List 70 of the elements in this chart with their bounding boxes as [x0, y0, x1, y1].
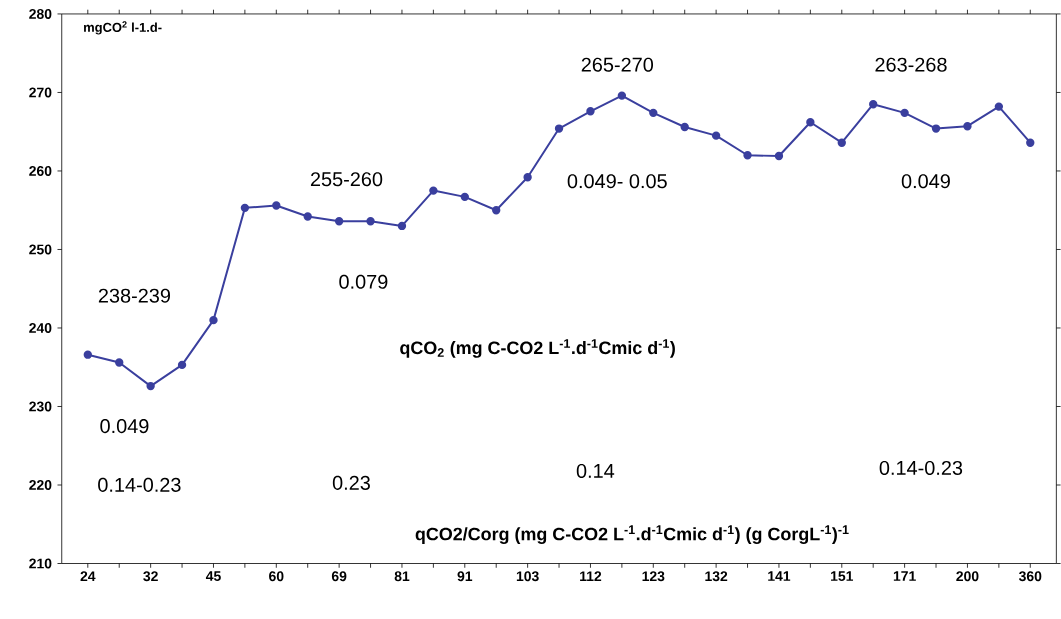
point — [900, 108, 909, 117]
point — [272, 201, 281, 210]
point — [240, 203, 250, 212]
point — [334, 216, 344, 226]
annotation: 0.079 — [339, 274, 388, 289]
x-tick-label: 24 — [80, 571, 96, 581]
point — [366, 216, 375, 226]
y-tick-label: 260 — [29, 165, 52, 176]
annotation: 0.14 — [576, 463, 615, 478]
annotation: 0.14-0.23 — [879, 460, 963, 475]
annotation: 0.049 — [100, 418, 149, 434]
x-tick-label: 112 — [580, 571, 602, 581]
point — [963, 121, 972, 131]
point — [397, 221, 407, 230]
y-tick-label: 270 — [29, 87, 52, 98]
x-tick-label: 200 — [956, 571, 979, 582]
point — [554, 124, 564, 133]
point — [429, 186, 438, 195]
annotation: 255-260 — [310, 172, 383, 187]
point — [1026, 138, 1035, 147]
point — [177, 360, 187, 369]
x-tick-label: 45 — [205, 571, 221, 581]
point — [649, 108, 658, 117]
x-tick-label: 132 — [705, 571, 728, 582]
annotation: 0.049- 0.05 — [567, 174, 667, 189]
x-tick-label: 60 — [269, 571, 284, 582]
point — [869, 99, 878, 109]
point — [837, 138, 846, 147]
y-axis-title: mgCO$^{2}$ l-1.d- — [84, 21, 162, 35]
x-tick-label: 32 — [143, 571, 158, 582]
y-tick-label: 280 — [29, 8, 52, 19]
point — [743, 150, 752, 160]
y-tick-label: 230 — [29, 401, 52, 412]
point — [492, 205, 501, 215]
point — [209, 315, 218, 325]
text: qCO$_{2}$ (mg C-CO2 L$^{-1}$.d$^{-1}$Cmic d$^{-1}$) — [400, 339, 675, 358]
x-tick-label: 151 — [831, 571, 854, 581]
annotation: 238-239 — [98, 288, 170, 303]
point — [83, 350, 92, 359]
annotation: 265-270 — [581, 57, 654, 72]
x-tick-label: 91 — [457, 571, 473, 582]
text: qCO2/Corg (mg C-CO2 L$^{-1}$.d$^{-1}$Cmic d$^{-1}$) (g CorgL$^{-1}$)$^{-1}$ — [415, 525, 849, 544]
y-tick-label: 220 — [29, 479, 52, 490]
annotation: 0.23 — [332, 475, 370, 490]
y-tick-label: 240 — [29, 322, 52, 333]
point — [931, 124, 941, 133]
point — [711, 131, 721, 140]
x-tick-label: 171 — [893, 571, 916, 581]
x-tick-label: 81 — [394, 571, 410, 582]
point — [806, 117, 815, 127]
point — [460, 192, 469, 201]
x-tick-label: 360 — [1018, 571, 1042, 582]
y-tick-label: 210 — [29, 558, 52, 569]
annotation: 0.14-0.23 — [98, 477, 181, 492]
point — [774, 151, 784, 161]
y-tick-label: 250 — [29, 244, 52, 255]
annotation: 263-268 — [875, 57, 947, 72]
point — [115, 358, 124, 367]
annotation: 0.049 — [901, 174, 950, 189]
x-tick-label: 123 — [642, 571, 665, 582]
point — [994, 102, 1004, 111]
point — [617, 91, 627, 100]
x-tick-label: 141 — [768, 571, 791, 581]
x-tick-label: 103 — [516, 571, 539, 582]
point — [586, 106, 595, 116]
point — [146, 381, 155, 391]
point — [303, 212, 312, 221]
x-tick-label: 69 — [331, 571, 347, 582]
point — [523, 172, 532, 182]
point — [680, 122, 689, 132]
